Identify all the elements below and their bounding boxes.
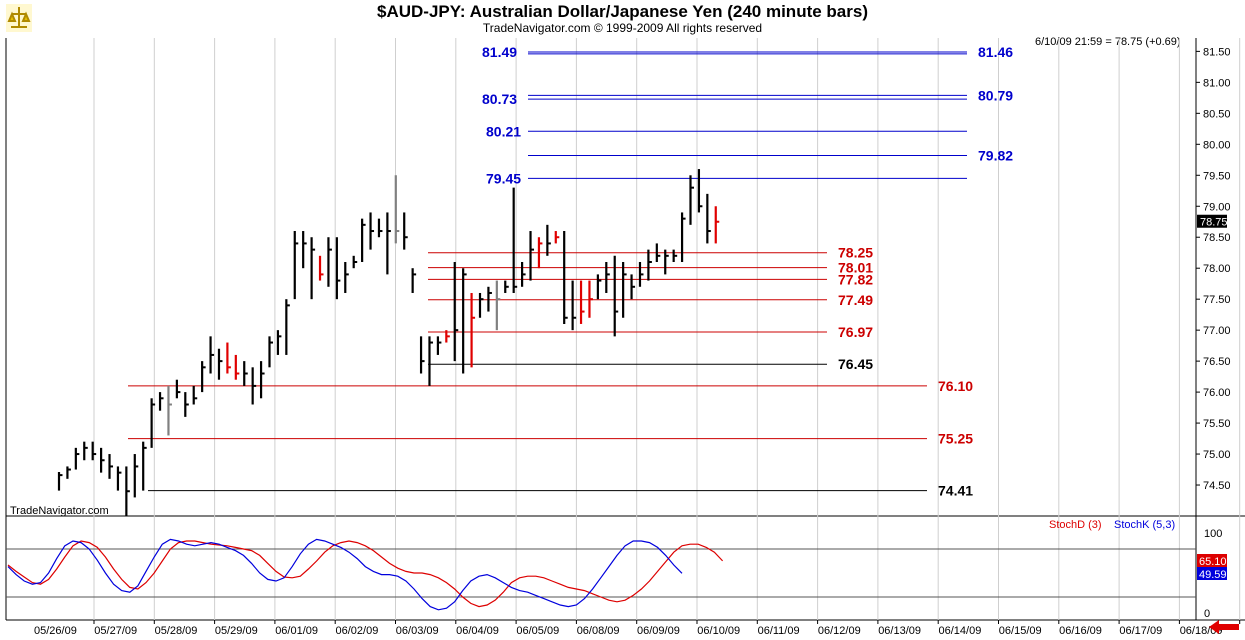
x-tick-label: 06/02/09 bbox=[336, 625, 379, 637]
x-tick-label: 06/04/09 bbox=[456, 625, 499, 637]
stoch-last-value-label: 65.10 bbox=[1199, 556, 1227, 568]
price-tick-label: 81.50 bbox=[1203, 46, 1231, 58]
level-label: 80.21 bbox=[486, 123, 521, 139]
price-tick-label: 81.00 bbox=[1203, 77, 1231, 89]
x-tick-label: 06/15/09 bbox=[999, 625, 1042, 637]
x-tick-label: 06/05/09 bbox=[516, 625, 559, 637]
level-label: 77.82 bbox=[838, 271, 873, 287]
x-tick-label: 05/29/09 bbox=[215, 625, 258, 637]
stoch-last-value-box bbox=[1197, 567, 1227, 580]
stoch-k-legend: StochK (5,3) bbox=[1114, 519, 1175, 531]
price-axis: 74.50 75.00 75.50 76.00 76.50 77.00 77.50 78.00… bbox=[1196, 46, 1231, 492]
price-tick-label: 76.50 bbox=[1203, 356, 1231, 368]
stoch-last-value-label: 49.59 bbox=[1199, 569, 1227, 581]
price-tick-label: 78.00 bbox=[1203, 263, 1231, 275]
level-label: 78.25 bbox=[838, 245, 873, 261]
level-label: 81.46 bbox=[978, 44, 1013, 60]
watermark: TradeNavigator.com bbox=[10, 505, 109, 517]
chart-title: $AUD-JPY: Australian Dollar/Japanese Yen… bbox=[377, 2, 868, 21]
level-label: 75.25 bbox=[938, 431, 973, 447]
x-tick-label: 06/11/09 bbox=[758, 625, 800, 637]
x-tick-label: 05/27/09 bbox=[94, 625, 137, 637]
price-tick-label: 79.50 bbox=[1203, 170, 1231, 182]
stoch-tick-label: 0 bbox=[1204, 608, 1210, 620]
last-price-label: 78.75 bbox=[1200, 217, 1228, 229]
price-tick-label: 79.00 bbox=[1203, 201, 1231, 213]
chart-grid bbox=[5, 38, 1245, 621]
copyright-notice: TradeNavigator.com © 1999-2009 All right… bbox=[482, 21, 763, 35]
level-label: 79.82 bbox=[978, 147, 1013, 163]
x-tick-label: 06/10/09 bbox=[697, 625, 740, 637]
scroll-left-arrow-icon[interactable] bbox=[1207, 619, 1241, 635]
level-label: 76.45 bbox=[838, 356, 873, 372]
level-label: 80.73 bbox=[482, 91, 517, 107]
stoch-series-line bbox=[7, 540, 724, 608]
price-tick-label: 77.00 bbox=[1203, 325, 1231, 337]
x-tick-label: 06/09/09 bbox=[637, 625, 680, 637]
level-label: 74.41 bbox=[938, 483, 973, 499]
level-label: 77.49 bbox=[838, 292, 873, 308]
price-tick-label: 80.00 bbox=[1203, 139, 1231, 151]
level-label: 78.01 bbox=[838, 260, 873, 276]
date-axis: 05/26/09 05/27/09 05/28/09 05/29/09 06/01/09… bbox=[34, 620, 1241, 637]
price-tick-label: 76.00 bbox=[1203, 387, 1231, 399]
level-label: 76.97 bbox=[838, 324, 873, 340]
x-tick-label: 06/12/09 bbox=[818, 625, 861, 637]
x-tick-label: 06/16/09 bbox=[1059, 625, 1102, 637]
stoch-d-legend: StochD (3) bbox=[1049, 519, 1102, 531]
x-tick-label: 06/01/09 bbox=[275, 625, 318, 637]
price-tick-label: 78.50 bbox=[1203, 232, 1231, 244]
x-tick-label: 06/03/09 bbox=[396, 625, 439, 637]
x-tick-label: 05/26/09 bbox=[34, 625, 77, 637]
last-price-box bbox=[1197, 214, 1227, 228]
stoch-last-value-box bbox=[1197, 554, 1227, 567]
x-tick-label: 05/28/09 bbox=[155, 625, 198, 637]
stoch-series-line bbox=[7, 538, 683, 611]
price-tick-label: 80.50 bbox=[1203, 108, 1231, 120]
price-tick-label: 77.50 bbox=[1203, 294, 1231, 306]
level-label: 81.49 bbox=[482, 44, 517, 60]
price-tick-label: 75.00 bbox=[1203, 449, 1231, 461]
level-label: 76.10 bbox=[938, 378, 973, 394]
x-tick-label: 06/14/09 bbox=[939, 625, 982, 637]
price-tick-label: 75.50 bbox=[1203, 418, 1231, 430]
x-tick-label: 06/13/09 bbox=[878, 625, 921, 637]
level-label: 79.45 bbox=[486, 170, 521, 186]
x-tick-label: 06/08/09 bbox=[577, 625, 620, 637]
level-label: 80.79 bbox=[978, 87, 1013, 103]
price-bars bbox=[57, 169, 720, 516]
trade-navigator-logo-icon[interactable] bbox=[6, 4, 32, 32]
price-tick-label: 74.50 bbox=[1203, 480, 1231, 492]
stoch-tick-label: 100 bbox=[1204, 528, 1222, 540]
last-price-readout: 6/10/09 21:59 = 78.75 (+0.69) bbox=[1035, 36, 1181, 48]
x-tick-label: 06/17/09 bbox=[1119, 625, 1162, 637]
support-resistance-levels: 81.49 81.46 80.79 80.73 80.21 79.82 79.45 78.25… bbox=[128, 44, 1013, 499]
